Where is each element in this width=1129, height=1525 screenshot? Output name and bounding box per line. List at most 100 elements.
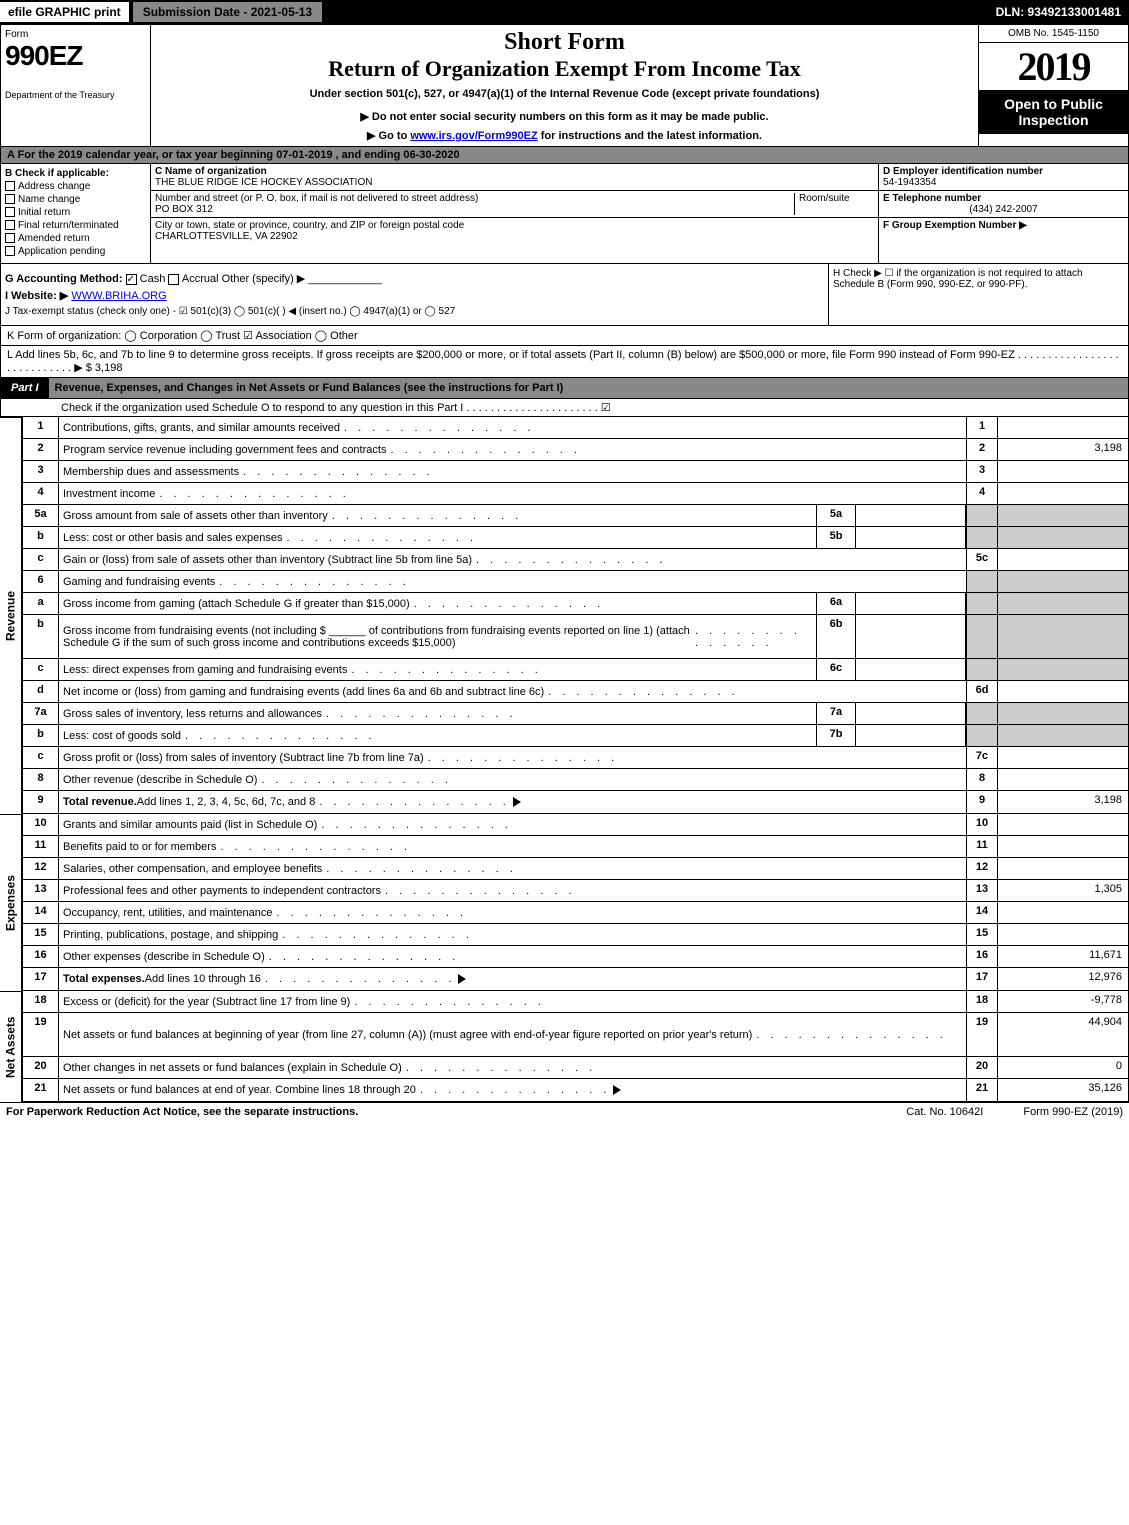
line-description: Professional fees and other payments to … [59,880,966,901]
table-row: 19Net assets or fund balances at beginni… [23,1013,1128,1057]
line-value [998,593,1128,614]
city-row: City or town, state or province, country… [151,218,878,244]
table-row: 15Printing, publications, postage, and s… [23,924,1128,946]
part1-sub: Check if the organization used Schedule … [0,399,1129,417]
line-description: Gaming and fundraising events . . . . . … [59,571,966,592]
chk-application-pending[interactable]: Application pending [5,246,146,257]
table-row: cGross profit or (loss) from sales of in… [23,747,1128,769]
subline-value [856,659,966,680]
checkbox-icon [5,233,15,243]
gh-left: G Accounting Method: Cash Accrual Other … [1,264,828,325]
line-value [998,549,1128,570]
checkbox-accrual-icon[interactable] [168,274,179,285]
table-row: 11Benefits paid to or for members . . . … [23,836,1128,858]
table-row: bGross income from fundraising events (n… [23,615,1128,659]
dln: DLN: 93492133001481 [996,5,1129,19]
line-code: 4 [966,483,998,504]
line-code: 16 [966,946,998,967]
line-number: 2 [23,439,59,460]
org-name-label: C Name of organization [155,166,874,177]
line-code: 2 [966,439,998,460]
line-description: Net assets or fund balances at beginning… [59,1013,966,1056]
table-row: 14Occupancy, rent, utilities, and mainte… [23,902,1128,924]
table-row: 13Professional fees and other payments t… [23,880,1128,902]
line-code: 8 [966,769,998,790]
chk-amended-return[interactable]: Amended return [5,233,146,244]
header-center: Short Form Return of Organization Exempt… [151,25,978,146]
subline-code: 5b [816,527,856,548]
line-code [966,725,998,746]
line-value [998,725,1128,746]
city: CHARLOTTESVILLE, VA 22902 [155,231,874,242]
table-row: 3Membership dues and assessments . . . .… [23,461,1128,483]
subline-value [856,505,966,526]
goto-link[interactable]: www.irs.gov/Form990EZ [410,130,537,142]
goto-prefix: ▶ Go to [367,130,410,142]
line-code: 9 [966,791,998,813]
table-row: cGain or (loss) from sale of assets othe… [23,549,1128,571]
line-number: 19 [23,1013,59,1056]
goto-line: ▶ Go to www.irs.gov/Form990EZ for instru… [155,129,974,142]
line-code [966,703,998,724]
g-label: G Accounting Method: [5,273,123,285]
chk-final-return[interactable]: Final return/terminated [5,220,146,231]
line-number: b [23,615,59,658]
line-number: c [23,549,59,570]
website-link[interactable]: WWW.BRIHA.ORG [71,290,166,302]
line-value [998,769,1128,790]
line-value [998,814,1128,835]
line-number: 18 [23,991,59,1012]
form-subtitle: Under section 501(c), 527, or 4947(a)(1)… [155,88,974,100]
netassets-section: Net Assets 18Excess or (deficit) for the… [0,991,1129,1102]
efile-label[interactable]: efile GRAPHIC print [0,2,129,22]
line-description: Gross income from gaming (attach Schedul… [59,593,816,614]
table-row: bLess: cost or other basis and sales exp… [23,527,1128,549]
line-code: 13 [966,880,998,901]
arrow-icon [613,1085,621,1095]
table-row: 2Program service revenue including gover… [23,439,1128,461]
footer-cat: Cat. No. 10642I [906,1106,983,1118]
ein-row: D Employer identification number 54-1943… [879,164,1128,191]
line-number: 20 [23,1057,59,1078]
line-description: Other changes in net assets or fund bala… [59,1057,966,1078]
chk-name-change[interactable]: Name change [5,194,146,205]
table-row: 18Excess or (deficit) for the year (Subt… [23,991,1128,1013]
line-number: 6 [23,571,59,592]
line-description: Program service revenue including govern… [59,439,966,460]
line-number: 7a [23,703,59,724]
line-number: 8 [23,769,59,790]
line-value [998,747,1128,768]
table-row: 21Net assets or fund balances at end of … [23,1079,1128,1101]
line-description: Benefits paid to or for members . . . . … [59,836,966,857]
box-b-title: B Check if applicable: [5,168,146,179]
line-code: 19 [966,1013,998,1056]
line-code [966,527,998,548]
checkbox-cash-icon[interactable] [126,274,137,285]
line-code: 5c [966,549,998,570]
chk-address-change[interactable]: Address change [5,181,146,192]
box-d: D Employer identification number 54-1943… [878,164,1128,263]
line-number: 16 [23,946,59,967]
line-code: 11 [966,836,998,857]
chk-initial-return[interactable]: Initial return [5,207,146,218]
line-number: a [23,593,59,614]
line-value [998,659,1128,680]
line-code: 14 [966,902,998,923]
footer-left: For Paperwork Reduction Act Notice, see … [6,1106,358,1118]
table-row: 16Other expenses (describe in Schedule O… [23,946,1128,968]
line-number: 11 [23,836,59,857]
table-row: 12Salaries, other compensation, and empl… [23,858,1128,880]
subline-code: 6c [816,659,856,680]
arrow-icon [458,974,466,984]
line-code [966,571,998,592]
line-description: Grants and similar amounts paid (list in… [59,814,966,835]
subline-code: 6a [816,593,856,614]
form-label: Form [5,29,146,40]
line-description: Other expenses (describe in Schedule O) … [59,946,966,967]
ein: 54-1943354 [883,177,1124,188]
line-description: Other revenue (describe in Schedule O) .… [59,769,966,790]
line-description: Net assets or fund balances at end of ye… [59,1079,966,1101]
part1-label: Part I [1,378,49,398]
line-value: 3,198 [998,791,1128,813]
line-number: 1 [23,417,59,438]
